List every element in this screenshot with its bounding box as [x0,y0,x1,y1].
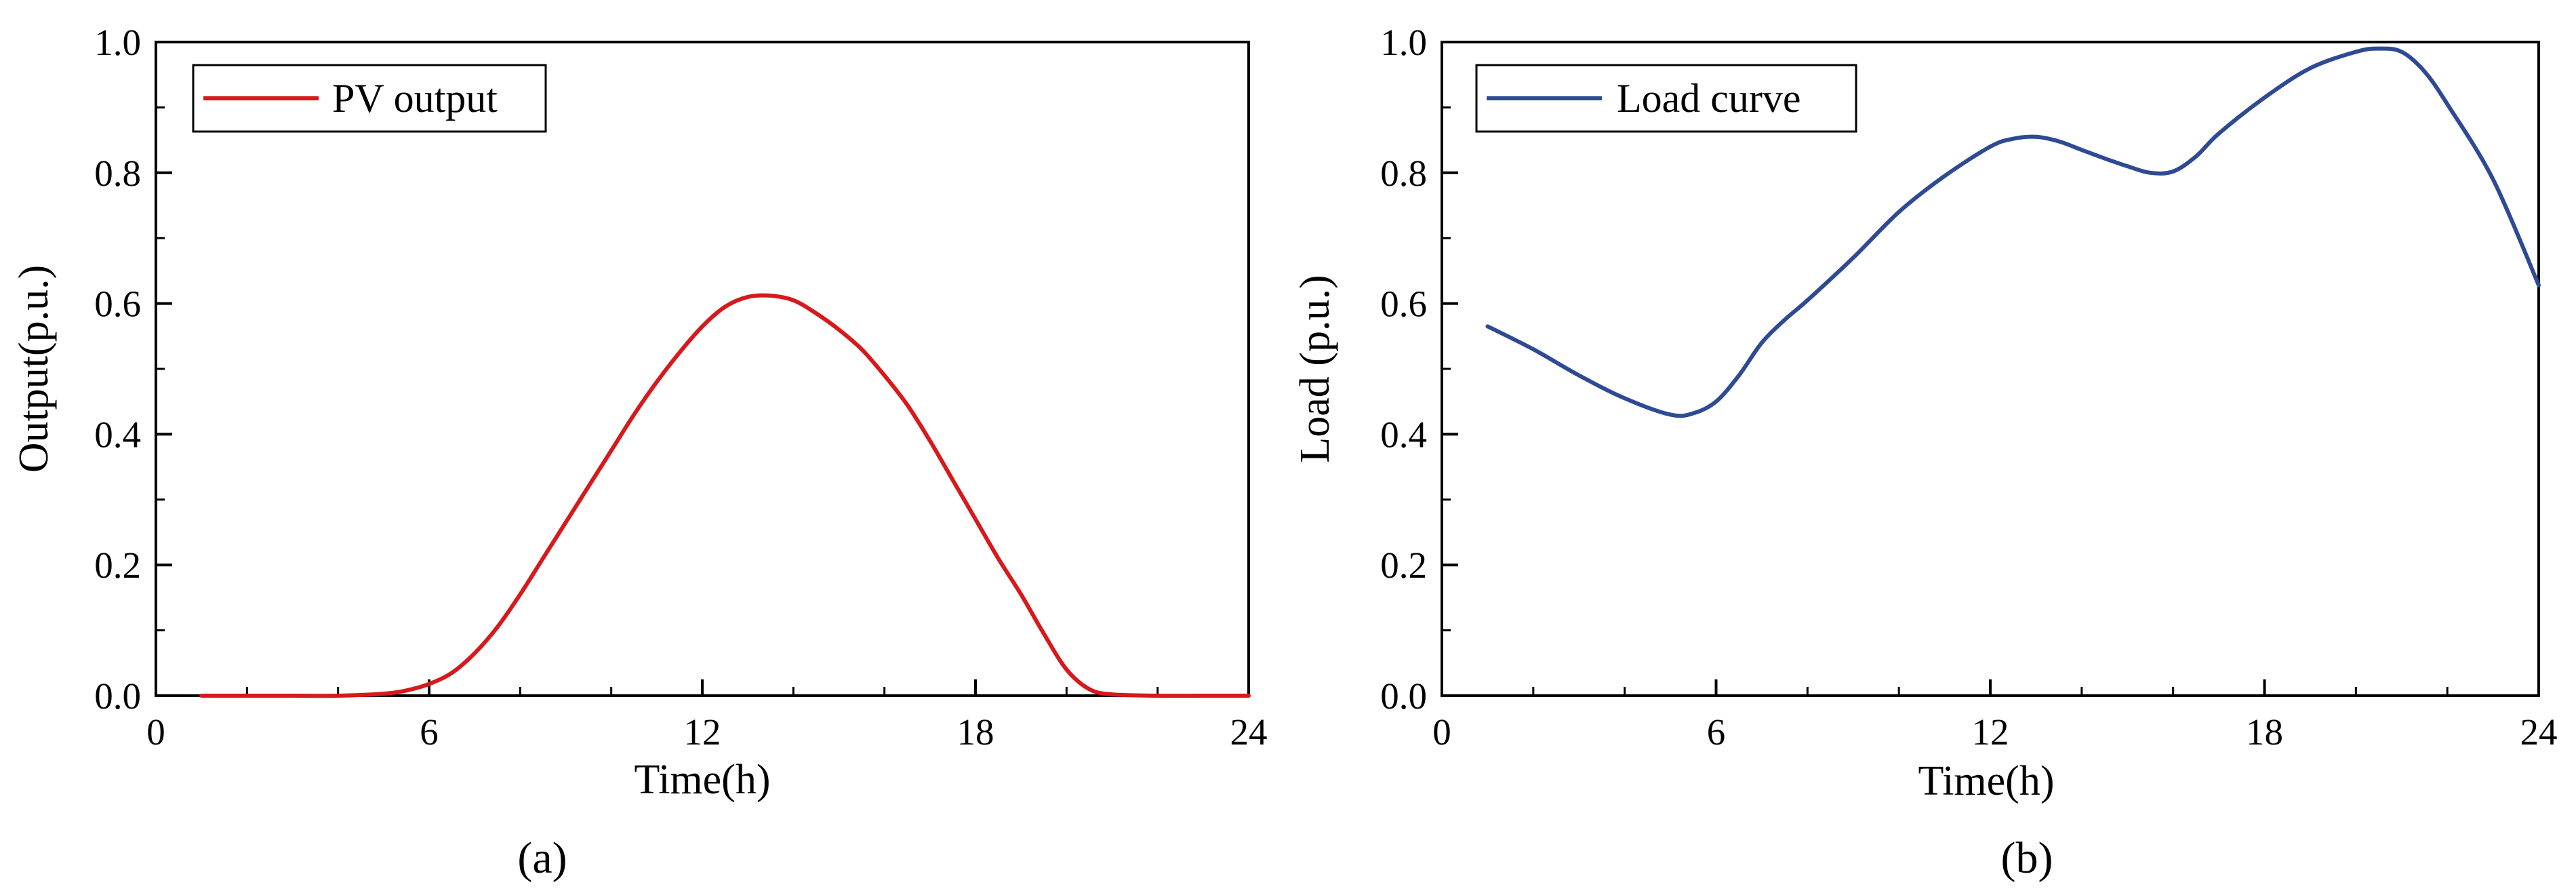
y-tick-label-b: 0.0 [1380,675,1427,717]
y-tick-label-a: 0.4 [94,414,141,455]
y-tick-label-b: 0.8 [1380,153,1427,194]
legend-a: PV output [192,64,547,133]
plot-frame-b [1441,41,2540,697]
x-tick-label-a: 12 [684,711,721,753]
y-tick-label-a: 1.0 [94,22,141,63]
chart-panel-b: 0 6 12 18 24 0.0 0.2 0.4 0.6 0.8 1.0 Load curve Ti… [1292,22,2558,883]
y-tick-label-a: 0.6 [94,283,141,325]
y-tick-label-b: 1.0 [1380,22,1427,63]
y-tick-label-a: 0.2 [94,544,141,586]
chart-panel-a: 0 6 12 18 24 0.0 0.2 0.4 0.6 0.8 1.0 PV output Tim… [11,22,1268,883]
legend-label-pv: PV output [332,76,498,121]
x-tick-label-a: 24 [1230,711,1268,753]
y-axis-label-a: Output(p.u.) [11,265,57,473]
x-tick-label-a: 6 [420,711,439,753]
panel-label-a: (a) [517,833,567,883]
panel-label-b: (b) [2001,833,2053,883]
y-axis-label-b: Load (p.u.) [1292,275,1338,462]
x-axis-label-a: Time(h) [635,757,771,803]
y-tick-label-a: 0.8 [94,153,141,194]
series-group-a [199,293,1251,698]
series-line-a [199,293,1251,698]
x-axis-label-b: Time(h) [1918,758,2055,804]
series-line-b [1485,46,2541,418]
legend-b: Load curve [1475,64,1857,133]
ticks-b [1441,41,2540,697]
x-tick-label-b: 0 [1432,711,1451,753]
tick-labels-b: 0 6 12 18 24 0.0 0.2 0.4 0.6 0.8 1.0 [1380,22,2557,753]
x-tick-label-b: 18 [2246,711,2283,753]
plot-frame-a [155,41,1250,697]
x-tick-label-b: 6 [1707,711,1726,753]
legend-label-load: Load curve [1617,76,1801,121]
x-tick-label-b: 24 [2520,711,2558,753]
series-group-b [1485,46,2541,418]
ticks-a [155,41,1250,697]
y-tick-label-a: 0.0 [94,675,141,717]
x-tick-label-a: 18 [957,711,994,753]
x-tick-label-a: 0 [146,711,165,753]
tick-labels-a: 0 6 12 18 24 0.0 0.2 0.4 0.6 0.8 1.0 [94,22,1267,753]
y-tick-label-b: 0.2 [1380,544,1427,586]
y-tick-label-b: 0.4 [1380,414,1427,455]
y-tick-label-b: 0.6 [1380,283,1427,325]
x-tick-label-b: 12 [1972,711,2009,753]
